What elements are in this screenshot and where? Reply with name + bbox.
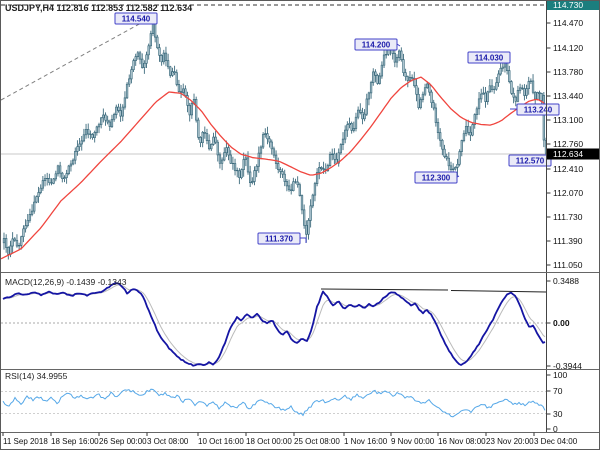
price-axis-label: 114.120 [553, 43, 583, 53]
candlestick-bodies [2, 21, 546, 255]
macd-axis-label: 0.00 [553, 318, 570, 328]
macd-axis-label: 0.3488 [553, 276, 579, 286]
price-axis-label: 111.730 [553, 212, 583, 222]
price-axis-label: 114.470 [553, 18, 583, 28]
price-axis-label: 111.050 [553, 260, 583, 270]
callout-box [516, 103, 560, 116]
price-axis-label: 112.070 [553, 188, 583, 198]
price-axis: 114.470 114.120 113.780 113.440 113.100 112.7… [547, 1, 599, 434]
rsi-line [2, 388, 546, 418]
time-axis: 11 Sep 2018 18 Sep 16:00 26 Sep 00:00 3 Oct… [2, 432, 578, 446]
callout-text: 114.200 [362, 41, 391, 50]
time-axis-label: 18 Sep 16:00 [51, 437, 99, 446]
trendline-dashed [1, 16, 153, 101]
callout-box [354, 38, 398, 51]
rsi-axis-label: 30 [553, 409, 563, 419]
callout-text: 114.540 [122, 15, 151, 24]
macd-main-line [2, 282, 546, 367]
time-axis-label: 3 Oct 08:00 [147, 437, 189, 446]
price-callout: 114.200 [354, 38, 401, 51]
current-price-text: 112.634 [553, 149, 583, 159]
price-axis-label: 113.100 [553, 115, 583, 125]
callout-pointer-line [300, 237, 307, 243]
time-axis-label: 10 Oct 16:00 [198, 437, 244, 446]
time-axis-label: 23 Nov 20:00 [486, 437, 534, 446]
moving-average-line [1, 76, 545, 260]
time-axis-label: 1 Nov 16:00 [344, 437, 388, 446]
price-axis-label: 112.760 [553, 139, 583, 149]
price-callout: 112.570 [508, 154, 552, 167]
callout-text: 114.030 [475, 54, 504, 63]
time-axis-label: 25 Oct 08:00 [294, 437, 340, 446]
top-level-price-text: 114.730 [553, 1, 583, 10]
price-callouts: 114.540 114.200 114.030 113.240 112.570 112.3… [114, 12, 560, 245]
price-axis-label: 113.780 [553, 67, 583, 77]
macd-trendline [450, 290, 546, 293]
price-callout: 114.540 [114, 12, 158, 25]
current-price-badge [547, 148, 599, 160]
main-price-panel [1, 4, 546, 260]
callout-text: 111.370 [265, 235, 294, 244]
callout-box [467, 51, 511, 64]
callout-text: 112.300 [422, 174, 451, 183]
time-axis-label: 26 Sep 00:00 [99, 437, 147, 446]
rsi-axis-label: 100 [553, 370, 567, 380]
price-axis-label: 111.390 [553, 236, 583, 246]
callout-box [414, 171, 458, 184]
top-level-price-badge [547, 1, 599, 10]
time-axis-label: 3 Dec 04:00 [534, 437, 578, 446]
price-axis-label: 113.440 [553, 91, 583, 101]
callout-box [114, 12, 158, 25]
callout-text: 112.570 [516, 157, 545, 166]
price-callout: 113.240 [510, 103, 560, 116]
macd-axis-label: -0.3944 [553, 361, 582, 371]
time-axis-label: 18 Oct 00:00 [246, 437, 292, 446]
rsi-axis-label: 0 [553, 424, 558, 434]
price-axis-label: 112.410 [553, 164, 583, 174]
price-callout: 112.300 [414, 171, 460, 184]
callout-text: 113.240 [524, 106, 553, 115]
rsi-axis-label: 70 [553, 386, 563, 396]
price-callout: 111.370 [257, 232, 307, 245]
callout-box [257, 232, 301, 245]
macd-trendline [320, 288, 449, 291]
rsi-panel [1, 388, 546, 418]
time-axis-label: 16 Nov 08:00 [438, 437, 486, 446]
macd-panel [1, 282, 546, 367]
time-axis-label: 9 Nov 00:00 [391, 437, 435, 446]
price-callout: 114.030 [467, 51, 511, 65]
callout-box [508, 154, 552, 167]
time-axis-label: 11 Sep 2018 [3, 437, 48, 446]
